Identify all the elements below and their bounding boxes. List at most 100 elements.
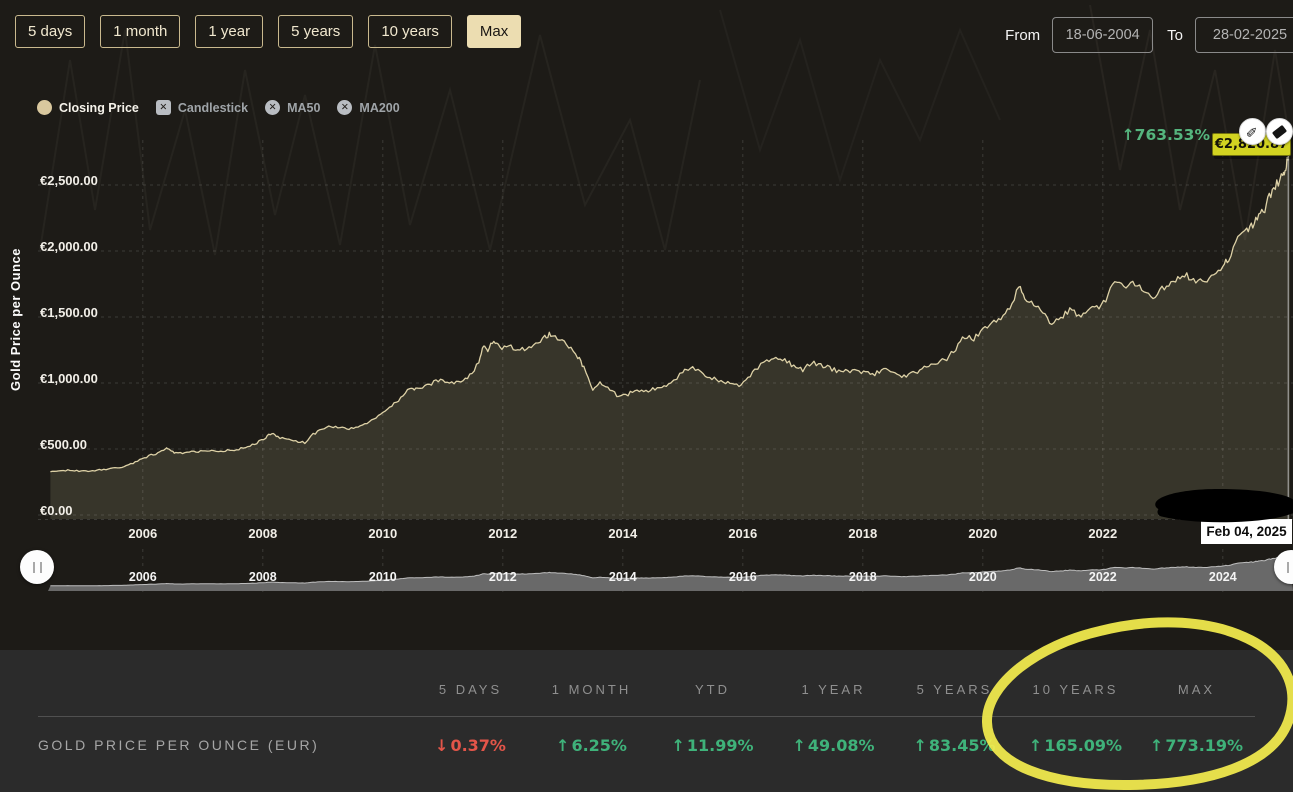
percent-text: 49.08% — [807, 735, 875, 755]
total-change-value: 763.53% — [1134, 126, 1210, 144]
table-divider — [38, 716, 1255, 717]
navigator-tick-label: 2020 — [968, 570, 997, 584]
table-row: GOLD PRICE PER OUNCE (EUR) ↓ 0.37% ↑ 6.25% ↑ 1… — [38, 735, 1257, 755]
y-axis-tick-label: €2,500.00 — [40, 173, 98, 188]
from-label: From — [1005, 26, 1041, 44]
x-axis-tick-label: 2018 — [848, 526, 878, 541]
price-chart[interactable] — [0, 0, 1293, 600]
chart-legend: Closing Price ✕ Candlestick ✕ MA50 ✕ MA200 — [37, 100, 400, 115]
legend-label: MA200 — [359, 100, 400, 115]
performance-value-1-month: ↑ 6.25% — [531, 736, 652, 755]
range-button-max[interactable]: Max — [466, 15, 522, 48]
performance-value-1-year: ↑ 49.08% — [773, 736, 894, 755]
x-axis-tick-label: 2016 — [728, 526, 758, 541]
y-axis-tick-label: €500.00 — [40, 437, 87, 452]
up-arrow-icon: ↑ — [792, 735, 806, 755]
x-axis-tick-label: 2014 — [608, 526, 638, 541]
y-axis-tick-label: €1,500.00 — [40, 305, 98, 320]
y-axis-tick-label: €0.00 — [40, 503, 73, 518]
background-watermark-lines — [39, 4, 1293, 256]
disabled-x-icon: ✕ — [155, 100, 171, 115]
up-arrow-icon: ↑ — [913, 735, 927, 755]
x-axis-tick-label: 2006 — [128, 526, 158, 541]
navigator-tick-label: 2008 — [248, 570, 277, 584]
row-label: GOLD PRICE PER OUNCE (EUR) — [38, 737, 320, 753]
navigator-tick-label: 2012 — [488, 570, 517, 584]
column-header-5-days: 5 DAYS — [438, 682, 503, 697]
percent-text: 11.99% — [686, 735, 754, 755]
date-range-controls: From To — [1005, 17, 1293, 53]
total-change-badge: ↑763.53% — [1122, 126, 1210, 144]
disabled-x-icon: ✕ — [265, 100, 281, 115]
to-date-input[interactable] — [1195, 17, 1293, 53]
navigator-tick-label: 2018 — [848, 570, 877, 584]
column-header-10-years: 10 YEARS — [1032, 682, 1119, 697]
edit-annotation-button[interactable]: ✎ — [1239, 118, 1266, 145]
column-header-max: MAX — [1177, 682, 1216, 697]
range-button-5-years[interactable]: 5 years — [278, 15, 354, 48]
performance-value-10-years: ↑ 165.09% — [1015, 736, 1136, 755]
column-header-1-year: 1 YEAR — [801, 682, 866, 697]
legend-item-ma200[interactable]: ✕ MA200 — [337, 100, 400, 115]
performance-value-ytd: ↑ 11.99% — [652, 736, 773, 755]
table-label-spacer — [38, 682, 410, 697]
navigator-tick-label: 2016 — [728, 570, 757, 584]
range-button-10-years[interactable]: 10 years — [368, 15, 452, 48]
erase-annotation-button[interactable] — [1266, 118, 1293, 145]
y-axis-tick-label: €2,000.00 — [40, 239, 98, 254]
legend-item-ma50[interactable]: ✕ MA50 — [265, 100, 320, 115]
performance-panel: 5 DAYS 1 MONTH YTD 1 YEAR 5 YEARS 10 YEARS MAX… — [0, 650, 1293, 792]
grip-icon — [1286, 561, 1293, 573]
from-date-input[interactable] — [1052, 17, 1154, 53]
legend-label: MA50 — [287, 100, 321, 115]
crosshair-date-tooltip: Feb 04, 2025 — [1201, 519, 1292, 544]
legend-item-closing-price[interactable]: Closing Price — [37, 100, 139, 115]
performance-value-max: ↑ 773.19% — [1136, 736, 1257, 755]
disabled-x-icon: ✕ — [337, 100, 353, 115]
x-axis-tick-label: 2022 — [1088, 526, 1118, 541]
navigator-tick-label: 2006 — [128, 570, 157, 584]
up-arrow-icon: ↑ — [1028, 735, 1043, 755]
up-arrow-icon: ↑ — [1121, 126, 1135, 144]
down-arrow-icon: ↓ — [435, 735, 449, 755]
percent-text: 83.45% — [928, 735, 996, 755]
performance-value-5-years: ↑ 83.45% — [894, 736, 1015, 755]
navigator-tick-label: 2022 — [1088, 570, 1117, 584]
range-button-5-days[interactable]: 5 days — [15, 15, 86, 48]
range-button-1-month[interactable]: 1 month — [100, 15, 181, 48]
performance-value-5-days: ↓ 0.37% — [410, 736, 531, 755]
range-button-bar: 5 days 1 month 1 year 5 years 10 years Max — [15, 15, 522, 48]
navigator-tick-label: 2014 — [608, 570, 637, 584]
range-navigator[interactable] — [0, 549, 1293, 592]
x-axis-tick-label: 2020 — [968, 526, 998, 541]
performance-table-header: 5 DAYS 1 MONTH YTD 1 YEAR 5 YEARS 10 YEARS MAX — [38, 682, 1257, 697]
closing-price-marker-icon — [37, 100, 52, 115]
grip-icon — [32, 561, 42, 573]
y-axis-title: Gold Price per Ounce — [8, 248, 23, 391]
x-axis-tick-label: 2008 — [248, 526, 278, 541]
up-arrow-icon: ↑ — [671, 735, 685, 755]
column-header-ytd: YTD — [695, 682, 730, 697]
percent-text: 773.19% — [1165, 735, 1244, 755]
legend-label: Candlestick — [177, 100, 249, 115]
navigator-left-handle[interactable] — [20, 550, 54, 584]
up-arrow-icon: ↑ — [1149, 735, 1164, 755]
percent-text: 0.37% — [450, 735, 506, 755]
percent-text: 165.09% — [1044, 735, 1123, 755]
pencil-icon: ✎ — [1244, 125, 1261, 138]
legend-item-candlestick[interactable]: ✕ Candlestick — [155, 100, 249, 115]
eraser-icon — [1271, 124, 1288, 139]
percent-text: 6.25% — [571, 735, 627, 755]
y-axis-tick-label: €1,000.00 — [40, 371, 98, 386]
up-arrow-icon: ↑ — [556, 735, 570, 755]
x-axis-tick-label: 2012 — [488, 526, 518, 541]
range-button-1-year[interactable]: 1 year — [195, 15, 264, 48]
navigator-tick-label: 2024 — [1208, 570, 1237, 584]
legend-label: Closing Price — [59, 100, 139, 115]
column-header-5-years: 5 YEARS — [916, 682, 993, 697]
navigator-tick-label: 2010 — [368, 570, 397, 584]
navigator-right-handle[interactable] — [1274, 550, 1293, 584]
to-label: To — [1167, 26, 1183, 44]
column-header-1-month: 1 MONTH — [551, 682, 632, 697]
